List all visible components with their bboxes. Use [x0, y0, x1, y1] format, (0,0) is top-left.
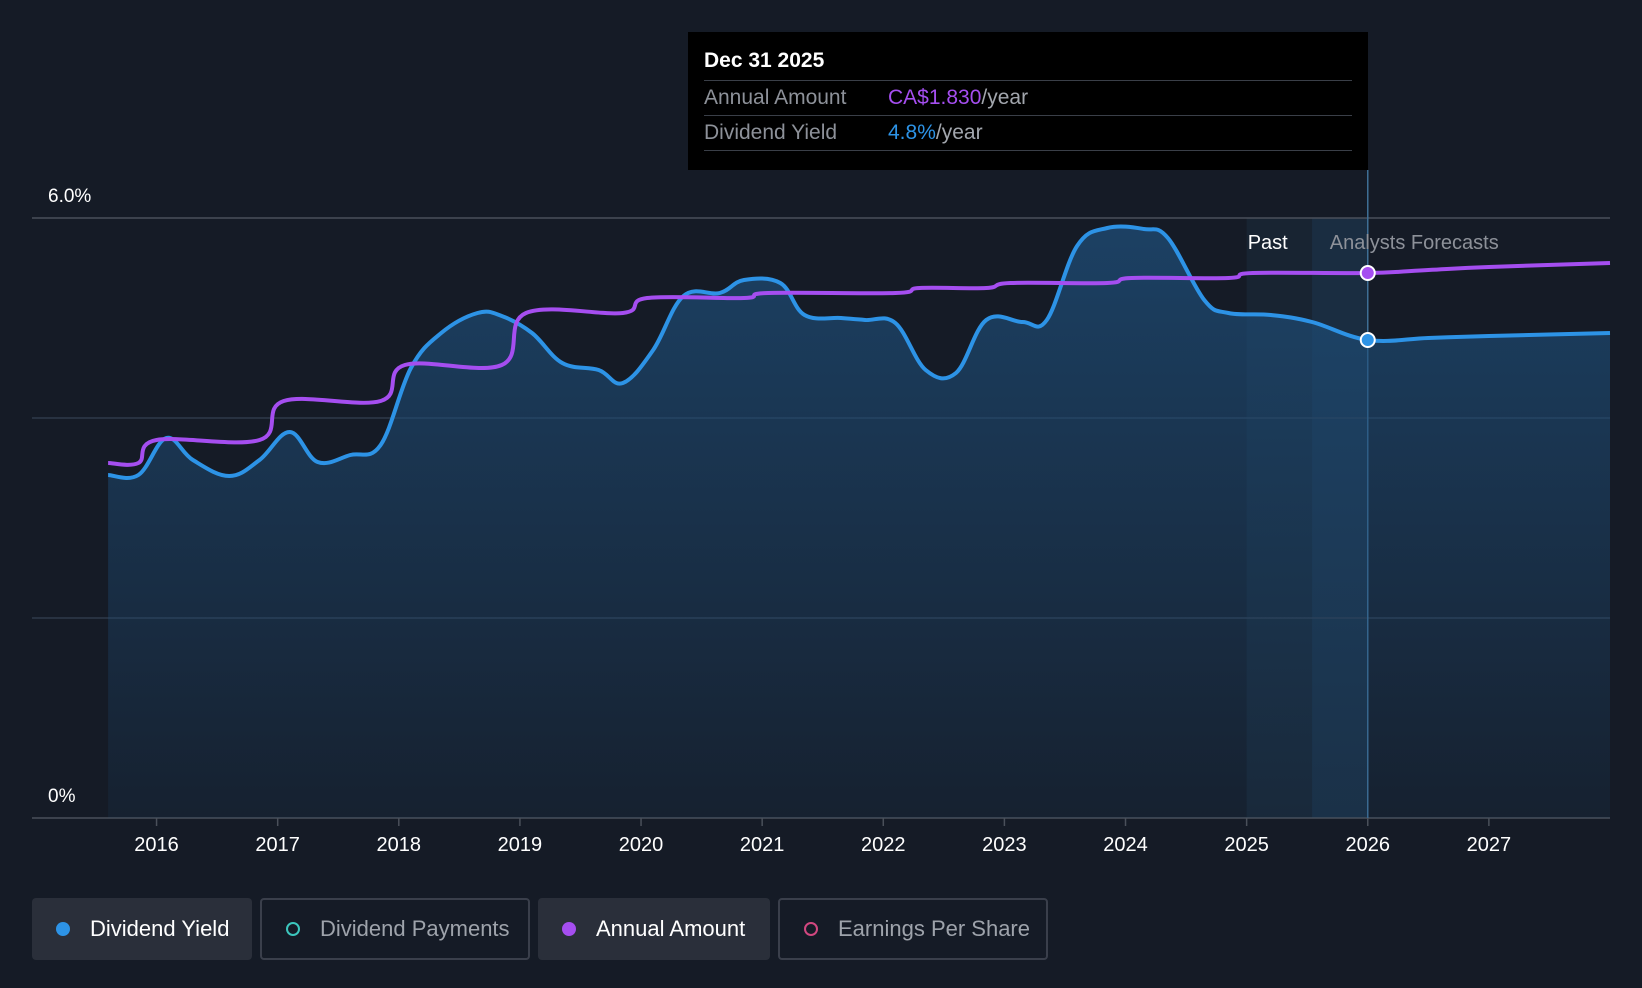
legend-dot-icon	[56, 922, 70, 936]
annual-amount-marker	[1359, 265, 1376, 281]
annual-amount-line	[107, 261, 1611, 467]
x-tick-label: 2024	[1103, 834, 1148, 856]
x-tick-label: 2020	[619, 834, 664, 856]
dividend-yield-line	[107, 224, 1611, 480]
tooltip-unit: /year	[981, 86, 1029, 109]
tooltip: Dec 31 2025 Annual Amount CA$1.830/year …	[688, 32, 1368, 170]
tooltip-value: 4.8%	[888, 121, 936, 144]
legend-label: Dividend Yield	[90, 916, 230, 941]
legend-hollow-dot-icon	[804, 922, 818, 936]
x-tick-label: 2022	[861, 834, 906, 856]
legend-dividend-yield[interactable]: Dividend Yield	[32, 898, 252, 960]
legend-label: Earnings Per Share	[838, 916, 1030, 941]
x-tick-label: 2027	[1467, 834, 1512, 856]
past-label: Past	[1248, 232, 1288, 254]
x-tick-label: 2018	[377, 834, 422, 856]
x-tick-label: 2023	[982, 834, 1027, 856]
y-tick-label: 0%	[48, 786, 76, 807]
x-tick-label: 2019	[498, 834, 543, 856]
legend-hollow-dot-icon	[286, 922, 300, 936]
x-tick-label: 2026	[1346, 834, 1391, 856]
tooltip-label: Annual Amount	[704, 86, 847, 109]
x-tick-label: 2016	[134, 834, 179, 856]
legend-label: Dividend Payments	[320, 916, 510, 941]
dividend-yield-marker	[1359, 332, 1376, 348]
x-tick-label: 2021	[740, 834, 785, 856]
dividend-yield-area	[108, 226, 1610, 818]
y-tick-label: 6.0%	[48, 186, 91, 207]
legend-earnings-per-share[interactable]: Earnings Per Share	[778, 898, 1048, 960]
forecast-label: Analysts Forecasts	[1330, 232, 1499, 254]
x-tick-label: 2025	[1224, 834, 1269, 856]
legend-dividend-payments[interactable]: Dividend Payments	[260, 898, 530, 960]
x-tick-label: 2017	[255, 834, 300, 856]
legend-label: Annual Amount	[596, 916, 746, 941]
legend-annual-amount[interactable]: Annual Amount	[538, 898, 770, 960]
tooltip-row-annual-amount: Annual Amount CA$1.830/year	[704, 80, 1352, 115]
legend-dot-icon	[562, 922, 576, 936]
tooltip-row-dividend-yield: Dividend Yield 4.8%/year	[704, 115, 1352, 151]
tooltip-unit: /year	[935, 121, 983, 144]
tooltip-label: Dividend Yield	[704, 121, 838, 144]
tooltip-value: CA$1.830	[888, 86, 982, 109]
tooltip-date: Dec 31 2025	[704, 49, 825, 72]
